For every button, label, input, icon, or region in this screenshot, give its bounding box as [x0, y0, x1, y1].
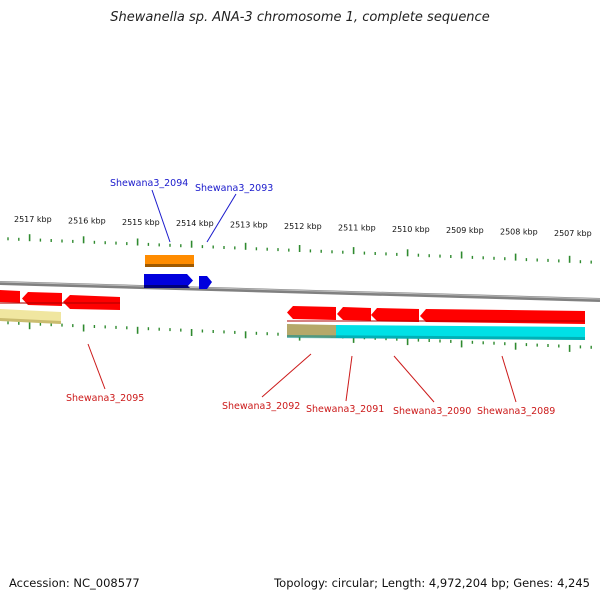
kbp-tick-label: 2516 kbp	[68, 216, 106, 225]
minus-strand-features-right	[287, 306, 585, 340]
kbp-tick-label: 2510 kbp	[392, 225, 430, 234]
leader-line-2092	[261, 353, 312, 398]
gene-label-2093[interactable]: Shewana3_2093	[195, 183, 273, 194]
gene-arrow-left-1[interactable]	[0, 290, 20, 303]
minus-strand-features-left	[0, 290, 120, 324]
leader-line-2095	[87, 343, 106, 390]
chromosome-backbone	[0, 281, 600, 302]
kbp-tick-label: 2509 kbp	[446, 226, 484, 235]
gene-label-2094[interactable]: Shewana3_2094	[110, 178, 188, 189]
kbp-tick-label: 2515 kbp	[122, 218, 160, 227]
map-title: Shewanella sp. ANA-3 chromosome 1, compl…	[110, 10, 490, 25]
chromosome-backbone-highlight	[0, 281, 600, 300]
gene-label-2091[interactable]: Shewana3_2091	[306, 404, 384, 415]
kbp-tick-label: 2514 kbp	[176, 219, 214, 228]
gene-label-2095[interactable]: Shewana3_2095	[66, 393, 144, 404]
gene-label-2089[interactable]: Shewana3_2089	[477, 406, 555, 417]
kbp-tick-label: 2512 kbp	[284, 222, 322, 231]
leader-line-2090	[393, 355, 435, 403]
gene-arrow-2094[interactable]	[144, 274, 193, 287]
gene-labels: Shewana3_2094 Shewana3_2093 Shewana3_209…	[66, 178, 555, 417]
leader-line-2091	[345, 355, 353, 402]
kbp-tick-label: 2508 kbp	[500, 228, 538, 237]
kbp-tick-label: 2513 kbp	[230, 221, 268, 230]
gene-arrow-2090[interactable]	[371, 308, 419, 322]
accession-text: Accession: NC_008577	[9, 576, 140, 590]
gene-label-2090[interactable]: Shewana3_2090	[393, 406, 471, 417]
leader-line-2093	[206, 193, 237, 243]
orange-feature-2094[interactable]	[145, 255, 194, 266]
gene-arrow-2092[interactable]	[287, 306, 336, 320]
kbp-tick-label: 2507 kbp	[554, 229, 592, 238]
olive-feature-2092[interactable]	[287, 324, 336, 338]
plus-strand-features	[144, 255, 212, 289]
topology-summary: Topology: circular; Length: 4,972,204 bp…	[274, 576, 590, 590]
kbp-tick-label: 2511 kbp	[338, 223, 376, 232]
kbp-tick-label: 2517 kbp	[14, 215, 52, 224]
outer-tick-ruler	[7, 234, 592, 264]
gene-arrow-2091[interactable]	[337, 307, 371, 321]
gene-arrow-2093[interactable]	[199, 276, 212, 289]
leader-line-2089	[501, 355, 517, 403]
kbp-axis-labels: 2517 kbp 2516 kbp 2515 kbp 2514 kbp 2513 kbp…	[14, 215, 592, 238]
gene-label-2092[interactable]: Shewana3_2092	[222, 401, 300, 412]
leader-line-2094	[151, 189, 171, 243]
